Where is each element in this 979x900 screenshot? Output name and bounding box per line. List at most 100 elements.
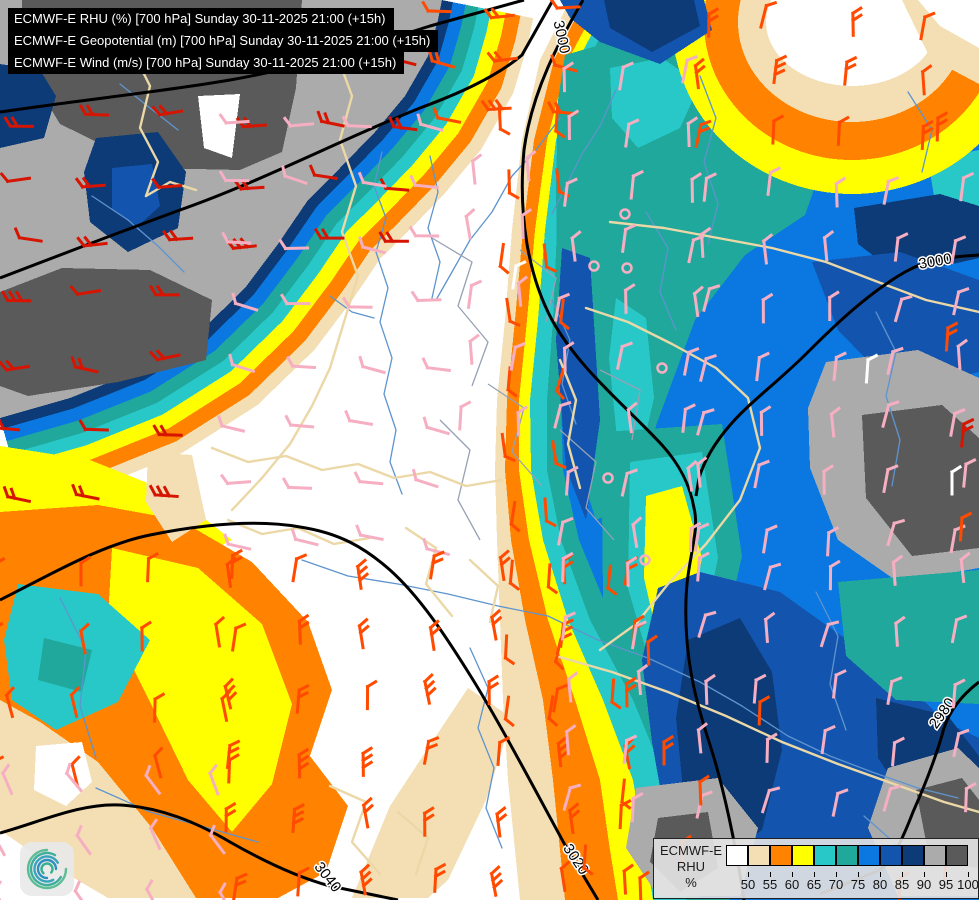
- legend-tick-label: 80: [872, 877, 888, 892]
- wind-barb: [365, 679, 378, 711]
- wind-barb: [0, 359, 31, 373]
- wind-barb: [353, 471, 384, 486]
- wind-barb: [516, 275, 529, 307]
- wind-barb: [432, 107, 462, 124]
- legend-tick: [858, 872, 859, 877]
- wind-barb: [223, 677, 238, 710]
- wind-barb: [891, 554, 904, 586]
- wind-barb: [69, 284, 102, 297]
- wind-barb: [956, 338, 969, 370]
- wind-barb: [772, 54, 788, 85]
- wind-barb: [357, 171, 387, 188]
- wind-barb: [964, 781, 977, 813]
- wind-barb: [428, 619, 441, 652]
- wind-barb: [524, 150, 537, 182]
- wind-barb: [0, 824, 7, 857]
- wind-barb: [690, 172, 703, 203]
- wind-barb: [357, 617, 370, 650]
- wind-barb: [219, 473, 252, 486]
- wind-barb: [765, 732, 778, 763]
- wind-barb: [228, 353, 256, 374]
- wind-barb: [341, 115, 372, 129]
- wind-barb: [836, 115, 850, 146]
- legend-swatch: [902, 845, 924, 866]
- wind-barb: [692, 285, 704, 318]
- wind-barb: [562, 61, 575, 93]
- legend-tick: [968, 872, 969, 877]
- wind-barb: [864, 353, 879, 384]
- legend-tick-label: 90: [916, 877, 932, 892]
- humidity-region: [108, 548, 292, 832]
- wind-barb: [832, 351, 847, 382]
- wind-barb: [693, 57, 706, 90]
- wind-barb: [553, 400, 572, 429]
- humidity-region: [556, 248, 600, 520]
- wind-barb: [429, 550, 445, 580]
- wind-barb: [0, 290, 32, 303]
- wind-barb: [559, 860, 571, 892]
- wind-barb: [409, 174, 439, 190]
- wind-barb: [829, 406, 842, 438]
- legend-tick: [770, 872, 771, 877]
- wind-barb: [826, 526, 840, 557]
- wind-barb: [217, 415, 246, 433]
- wind-barb: [682, 346, 700, 376]
- wind-barb: [433, 862, 447, 893]
- spiral-logo-icon: [20, 842, 74, 896]
- wind-barb: [695, 456, 708, 488]
- wind-barb: [344, 409, 374, 426]
- wind-barb: [378, 231, 409, 244]
- wind-barb: [139, 620, 152, 652]
- wind-barb: [609, 678, 622, 710]
- wind-barb: [78, 419, 109, 432]
- wind-barb: [630, 516, 643, 549]
- wind-barb: [959, 551, 971, 584]
- wind-barb: [557, 516, 574, 546]
- admin-borders: [431, 237, 641, 541]
- wind-barb: [500, 432, 516, 463]
- wind-barb: [218, 113, 250, 125]
- wind-barb: [408, 225, 440, 238]
- wind-barb: [771, 114, 785, 145]
- humidity-region: [862, 405, 979, 556]
- wind-barb: [358, 863, 373, 896]
- wind-barb: [696, 408, 715, 436]
- calm-wind-circle: [656, 362, 668, 374]
- legend-swatch: [770, 845, 792, 866]
- wind-barb: [564, 465, 579, 496]
- wind-barb: [342, 296, 373, 309]
- wind-barb: [148, 484, 179, 499]
- wind-barb: [361, 796, 375, 829]
- wind-barb: [761, 292, 774, 324]
- wind-barb: [69, 755, 81, 788]
- wind-barb: [71, 483, 100, 501]
- wind-barb: [487, 674, 500, 706]
- humidity-region: [838, 570, 979, 704]
- wind-barb: [920, 119, 934, 151]
- wind-barb: [699, 353, 717, 382]
- wind-barb: [759, 405, 772, 436]
- wind-barb: [509, 341, 526, 371]
- wind-barb: [886, 346, 904, 376]
- wind-barb: [297, 747, 310, 779]
- wind-barb: [893, 232, 909, 262]
- wind-barb: [564, 724, 577, 756]
- legend-tick-label: 60: [784, 877, 800, 892]
- wind-barb: [696, 722, 709, 754]
- wind-barb: [291, 803, 305, 834]
- wind-barb: [820, 724, 836, 755]
- calm-wind-circle: [602, 472, 614, 484]
- wind-barb: [822, 229, 835, 262]
- wind-barb: [699, 226, 712, 258]
- wind-barb: [227, 753, 240, 784]
- wind-barb: [570, 230, 582, 262]
- legend-swatch: [726, 845, 748, 866]
- wind-barb: [759, 0, 778, 29]
- wind-barb: [355, 524, 384, 542]
- wind-barb: [422, 537, 451, 557]
- wind-barb: [949, 408, 966, 437]
- wind-barb: [951, 678, 966, 709]
- wind-barb: [230, 622, 247, 652]
- wind-barb: [358, 236, 386, 255]
- legend-model: ECMWF-E: [659, 843, 723, 858]
